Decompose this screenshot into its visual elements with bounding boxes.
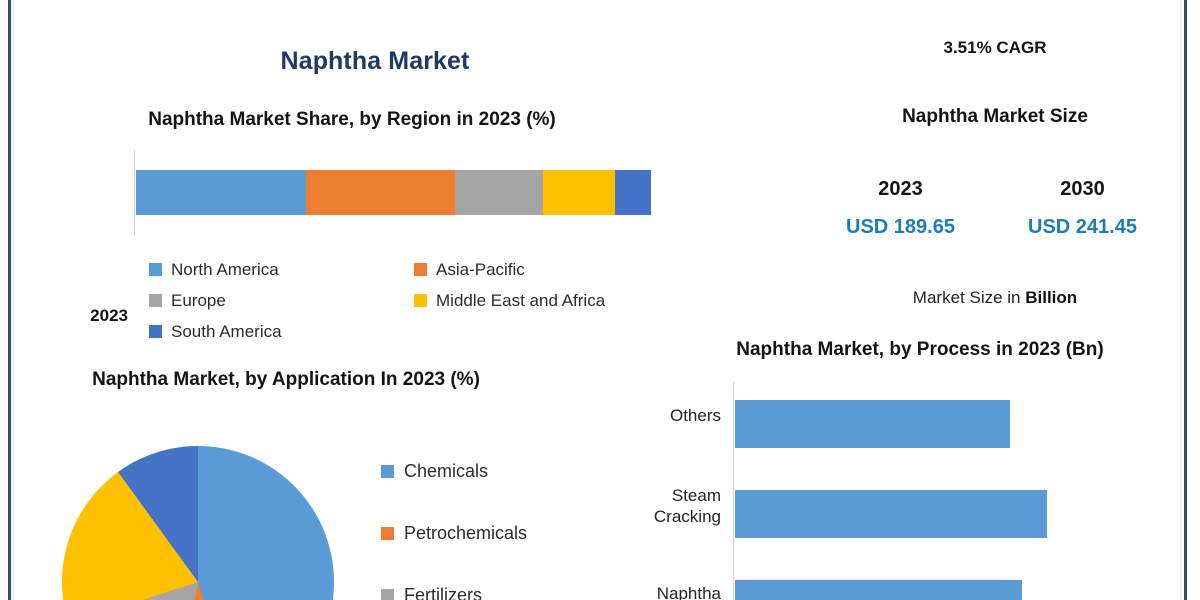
region-segment <box>455 170 543 215</box>
region-segment <box>614 170 651 215</box>
region-share-plot-area <box>134 150 674 235</box>
legend-swatch-icon <box>381 464 394 478</box>
process-bar-row <box>733 490 1173 538</box>
application-share-legend: Chemicals Petrochemicals Fertilizers <box>381 440 581 600</box>
region-legend-label: South America <box>171 321 282 341</box>
application-pie <box>62 446 334 600</box>
base-year-value: USD 189.65 <box>846 216 955 238</box>
process-bar-row <box>733 580 1173 600</box>
region-legend-item[interactable]: Middle East and Africa <box>414 285 679 316</box>
market-size-unit-note: Market Size in Billion <box>820 288 1170 308</box>
region-share-title: Naphtha Market Share, by Region in 2023 … <box>148 109 556 130</box>
legend-swatch-icon <box>381 526 394 540</box>
application-legend-item[interactable]: Chemicals <box>381 440 581 502</box>
market-size-panel: 3.51% CAGR Naphtha Market Size 2023 USD … <box>818 26 1170 307</box>
region-legend-label: Middle East and Africa <box>436 290 606 310</box>
page-title: Naphtha Market <box>280 47 470 75</box>
application-share-title: Naphtha Market, by Application In 2023 (… <box>92 369 480 390</box>
application-legend-label: Chemicals <box>404 460 489 481</box>
process-plot-area: Others Steam Cracking Naphtha <box>654 382 1173 600</box>
market-size-base-column: 2023 USD 189.65 <box>818 178 983 239</box>
base-year-label: 2023 <box>878 178 923 200</box>
process-category-label: Steam Cracking <box>653 486 721 526</box>
region-segment <box>542 170 615 215</box>
process-bar <box>735 490 1047 538</box>
process-category-label: Others <box>669 406 721 425</box>
process-chart: Naphtha Market, by Process in 2023 (Bn) … <box>610 338 1190 600</box>
region-legend-item[interactable]: Europe <box>149 285 414 316</box>
region-legend-item[interactable]: South America <box>149 316 414 347</box>
unit-note-emphasis: Billion <box>1025 288 1078 307</box>
region-share-chart: Naphtha Market Share, by Region in 2023 … <box>16 108 688 348</box>
market-size-heading: Naphtha Market Size <box>902 106 1088 127</box>
application-pie-wrapper <box>62 446 342 600</box>
region-legend-label: Europe <box>171 290 226 310</box>
cagr-value: 3.51% CAGR <box>943 38 1047 57</box>
region-legend-item[interactable]: North America <box>149 254 414 285</box>
application-legend-item[interactable]: Petrochemicals <box>381 502 581 564</box>
region-share-axis-line <box>134 150 135 235</box>
frame-rule-right <box>1184 0 1187 600</box>
process-axis-line <box>733 382 734 600</box>
forecast-year-label: 2030 <box>1060 178 1105 200</box>
region-share-row-label: 2023 <box>90 306 128 325</box>
region-share-stacked-bar <box>136 170 651 215</box>
frame-accent-left <box>12 0 14 600</box>
process-chart-title: Naphtha Market, by Process in 2023 (Bn) <box>736 339 1104 360</box>
application-share-chart: Naphtha Market, by Application In 2023 (… <box>16 368 576 600</box>
legend-swatch-icon <box>149 263 162 276</box>
application-legend-label: Petrochemicals <box>404 522 528 543</box>
process-bar <box>735 400 1010 448</box>
region-share-legend: North America Asia-Pacific Europe Middle Ea… <box>149 254 679 347</box>
frame-accent-right <box>1180 0 1182 600</box>
process-bar <box>735 580 1023 600</box>
forecast-year-value: USD 241.45 <box>1028 216 1137 238</box>
process-category-label: Naphtha <box>656 584 721 600</box>
application-legend-label: Fertilizers <box>404 584 483 600</box>
region-legend-label: North America <box>171 259 279 279</box>
application-legend-item[interactable]: Fertilizers <box>381 564 581 600</box>
process-bar-row <box>733 400 1173 448</box>
legend-swatch-icon <box>149 294 162 307</box>
region-legend-label: Asia-Pacific <box>436 259 525 279</box>
legend-swatch-icon <box>414 263 427 276</box>
legend-swatch-icon <box>414 294 427 307</box>
unit-note-prefix: Market Size in <box>912 288 1026 307</box>
region-legend-item[interactable]: Asia-Pacific <box>414 254 679 285</box>
frame-rule-left <box>8 0 11 600</box>
legend-swatch-icon <box>149 325 162 338</box>
legend-swatch-icon <box>381 588 394 600</box>
region-segment <box>136 170 306 215</box>
market-size-forecast-column: 2030 USD 241.45 <box>1000 178 1165 239</box>
region-segment <box>305 170 456 215</box>
